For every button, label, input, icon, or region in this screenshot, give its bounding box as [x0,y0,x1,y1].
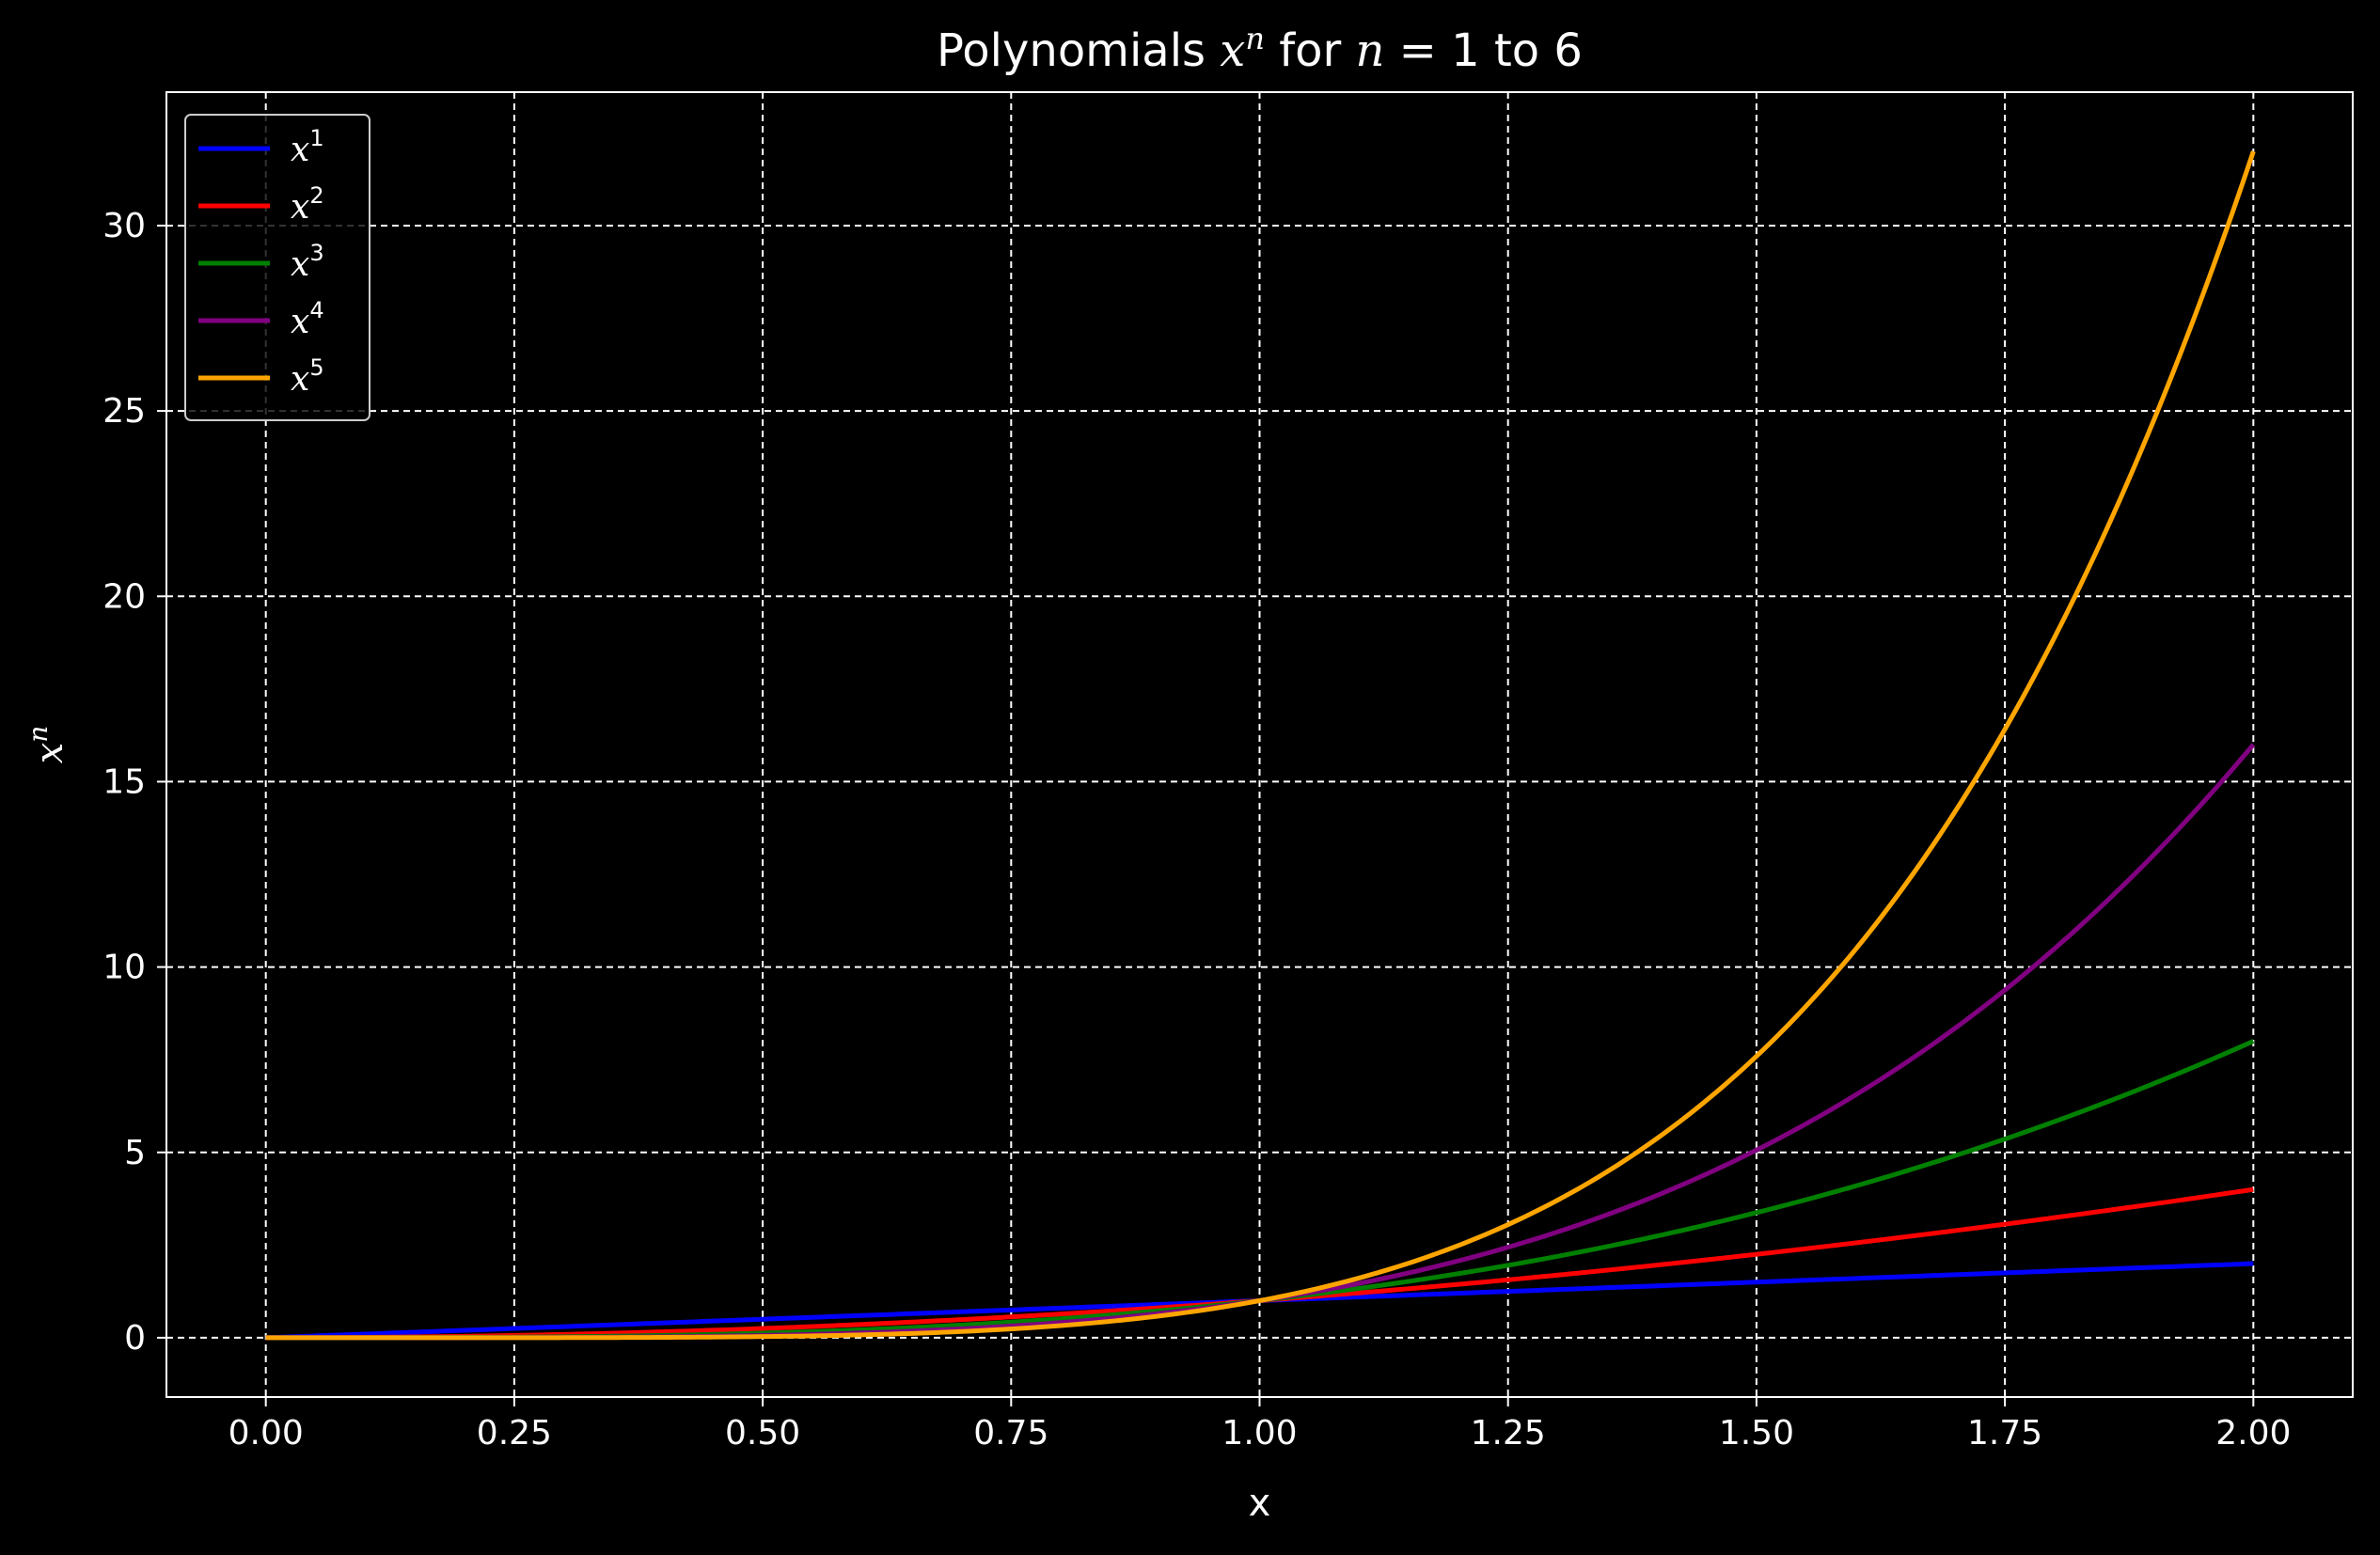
legend-label-base: x [291,303,309,341]
legend-label-exp: 2 [309,182,323,209]
title-n-symbol: n [1356,24,1385,77]
legend-label: x5 [291,354,324,399]
legend-label: x1 [291,125,324,169]
title-eq: = 1 to 6 [1384,24,1583,77]
y-axis-label-base: x [28,743,71,764]
title-var-exp: n [1245,21,1265,56]
y-tick-label: 20 [102,577,146,616]
x-tick-label: 1.50 [1719,1414,1794,1453]
legend-label-base: x [291,360,309,399]
legend-label-exp: 5 [309,354,323,381]
legend-label: x3 [291,240,324,284]
y-tick-label: 15 [102,762,146,801]
x-tick-label: 2.00 [2215,1414,2291,1453]
x-tick-label: 0.25 [477,1414,552,1453]
legend-label-base: x [291,131,309,169]
title-prefix: Polynomials [937,24,1220,77]
legend-label-exp: 3 [309,240,323,266]
x-tick-label: 0.75 [973,1414,1048,1453]
x-axis-label: x [1249,1482,1271,1525]
title-var-base: x [1220,24,1245,77]
legend-label-exp: 1 [309,125,323,151]
y-tick-label: 30 [102,207,146,245]
x-tick-label: 0.50 [725,1414,800,1453]
legend-label-exp: 4 [309,297,323,323]
x-tick-label: 1.75 [1967,1414,2042,1453]
legend-label: x2 [291,182,324,227]
legend-label: x4 [291,297,324,341]
series-line-x5 [265,150,2256,1341]
title-middle: for [1265,24,1356,77]
y-tick-label: 0 [124,1319,146,1358]
ticks: 0.00 0.25 0.50 0.75 1.00 1.25 1.50 1.75 2.00 0 5 10… [102,207,2291,1453]
y-tick-label: 5 [124,1134,146,1172]
y-tick-label: 25 [102,392,146,431]
grid [166,92,2353,1397]
x-tick-label: 0.00 [229,1414,304,1453]
x-tick-label: 1.25 [1471,1414,1546,1453]
series-group [265,150,2256,1341]
y-axis-label: xn [23,726,71,764]
y-axis-label-exp: n [23,726,54,743]
legend-label-base: x [291,245,309,284]
y-tick-label: 10 [102,949,146,987]
x-tick-label: 1.00 [1222,1414,1297,1453]
legend-box [184,114,370,421]
chart-title: Polynomials xn for n = 1 to 6 [937,21,1583,77]
legend-label-base: x [291,188,309,227]
